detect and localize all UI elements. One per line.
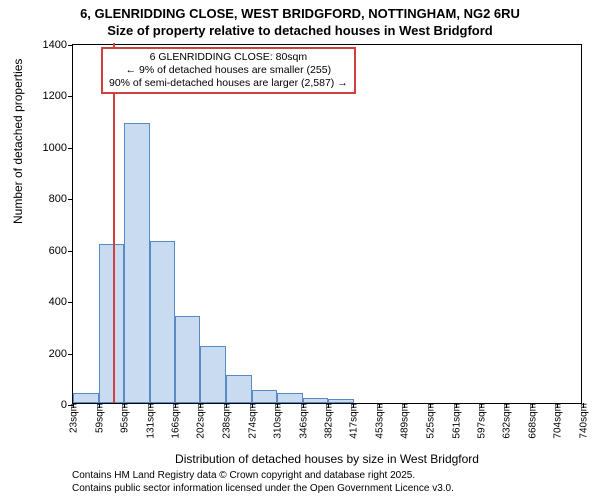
x-tick-mark	[150, 403, 151, 408]
x-tick-label: 382sqm	[322, 403, 335, 439]
histogram-bar	[252, 390, 278, 403]
title-line-1: 6, GLENRIDDING CLOSE, WEST BRIDGFORD, NO…	[0, 6, 600, 23]
x-tick-mark	[200, 403, 201, 408]
x-tick-label: 166sqm	[168, 403, 181, 439]
histogram-bar	[303, 398, 329, 403]
x-tick-mark	[481, 403, 482, 408]
x-tick-mark	[175, 403, 176, 408]
title-block: 6, GLENRIDDING CLOSE, WEST BRIDGFORD, NO…	[0, 0, 600, 40]
x-tick-label: 238sqm	[219, 403, 232, 439]
x-tick-mark	[328, 403, 329, 408]
x-axis-label: Distribution of detached houses by size …	[72, 452, 582, 466]
footer-line-2: Contains public sector information licen…	[72, 483, 454, 496]
x-tick-label: 131sqm	[143, 403, 156, 439]
x-tick-label: 310sqm	[271, 403, 284, 439]
x-tick-label: 489sqm	[398, 403, 411, 439]
x-tick-label: 346sqm	[296, 403, 309, 439]
x-tick-label: 417sqm	[347, 403, 360, 439]
x-tick-label: 561sqm	[449, 403, 462, 439]
histogram-bar	[277, 393, 303, 403]
x-tick-mark	[557, 403, 558, 408]
histogram-bar	[73, 393, 99, 403]
histogram-bar	[226, 375, 252, 403]
y-tick-mark	[68, 354, 73, 355]
x-tick-mark	[252, 403, 253, 408]
x-tick-mark	[124, 403, 125, 408]
x-tick-label: 704sqm	[551, 403, 564, 439]
x-tick-label: 740sqm	[577, 403, 590, 439]
x-tick-mark	[532, 403, 533, 408]
histogram-bar	[175, 316, 201, 403]
x-tick-mark	[353, 403, 354, 408]
x-tick-mark	[303, 403, 304, 408]
x-tick-mark	[226, 403, 227, 408]
x-tick-label: 525sqm	[424, 403, 437, 439]
y-tick-mark	[68, 96, 73, 97]
histogram-bar	[124, 123, 150, 403]
title-line-2: Size of property relative to detached ho…	[0, 23, 600, 40]
marker-line	[113, 43, 115, 403]
x-tick-mark	[277, 403, 278, 408]
x-tick-label: 632sqm	[500, 403, 513, 439]
x-tick-mark	[404, 403, 405, 408]
info-box-line: 90% of semi-detached houses are larger (…	[109, 77, 348, 90]
x-tick-label: 668sqm	[525, 403, 538, 439]
x-tick-mark	[506, 403, 507, 408]
y-tick-mark	[68, 251, 73, 252]
histogram-bar	[150, 241, 176, 403]
info-box: 6 GLENRIDDING CLOSE: 80sqm← 9% of detach…	[101, 47, 356, 94]
x-tick-label: 453sqm	[372, 403, 385, 439]
x-tick-mark	[583, 403, 584, 408]
x-tick-mark	[456, 403, 457, 408]
x-tick-mark	[430, 403, 431, 408]
histogram-bar	[99, 244, 125, 403]
plot-area: 020040060080010001200140023sqm59sqm95sqm…	[72, 44, 582, 404]
chart-container: 6, GLENRIDDING CLOSE, WEST BRIDGFORD, NO…	[0, 0, 600, 500]
info-box-line: 6 GLENRIDDING CLOSE: 80sqm	[109, 51, 348, 64]
y-tick-mark	[68, 199, 73, 200]
footer-attribution: Contains HM Land Registry data © Crown c…	[72, 470, 454, 495]
x-tick-label: 274sqm	[245, 403, 258, 439]
x-tick-mark	[379, 403, 380, 408]
histogram-bar	[200, 346, 226, 403]
y-tick-mark	[68, 148, 73, 149]
y-axis-label: Number of detached properties	[11, 59, 25, 224]
y-tick-mark	[68, 302, 73, 303]
x-tick-mark	[99, 403, 100, 408]
x-tick-label: 202sqm	[194, 403, 207, 439]
histogram-bar	[328, 399, 354, 403]
y-tick-mark	[68, 45, 73, 46]
x-tick-label: 597sqm	[475, 403, 488, 439]
info-box-line: ← 9% of detached houses are smaller (255…	[109, 64, 348, 77]
footer-line-1: Contains HM Land Registry data © Crown c…	[72, 470, 454, 483]
x-tick-mark	[73, 403, 74, 408]
